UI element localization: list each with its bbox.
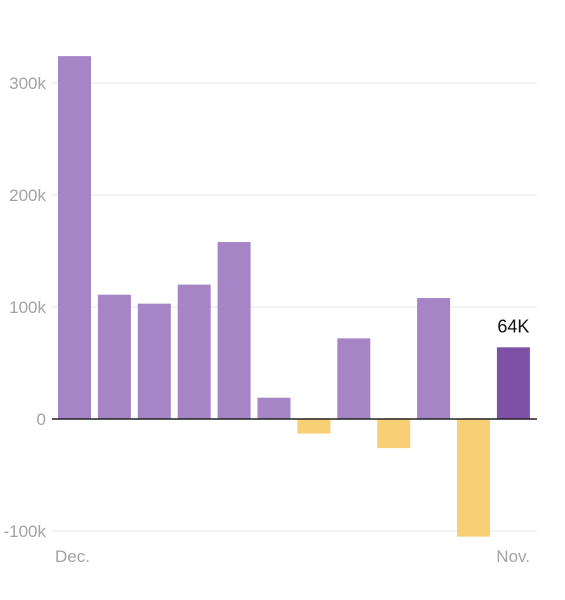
bar-oct [457,419,490,537]
bar-jun [297,419,331,434]
bar-aug [377,419,411,449]
bar-feb [137,303,171,419]
bar-may [257,397,291,419]
bar-sep [417,298,451,419]
gridlines [52,82,537,532]
bar-nov [496,347,530,419]
bar-jan [97,294,131,419]
x-tick-label-first: Dec. [55,547,90,566]
bar-mar [177,284,211,419]
y-tick-label: 300k [9,74,46,93]
y-tick-label: -100k [3,522,46,541]
bar-dec [58,56,91,420]
x-tick-label-last: Nov. [496,547,530,566]
y-tick-label: 0 [37,410,46,429]
y-axis-ticks: 300k 200k 100k 0 -100k [3,74,46,541]
y-tick-label: 100k [9,298,46,317]
data-label-annotation: 64K [497,316,529,336]
bar-apr [217,242,251,419]
y-tick-label: 200k [9,186,46,205]
bar-jul [337,338,371,419]
labels: Dec. Nov. 64K [55,316,530,566]
bars [58,56,530,537]
